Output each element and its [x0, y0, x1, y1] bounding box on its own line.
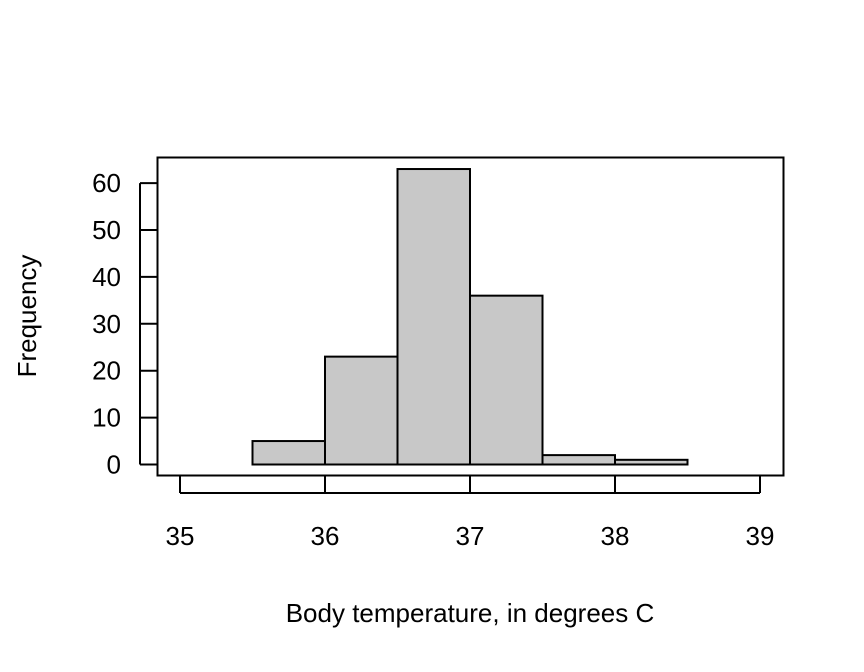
x-axis-label: Body temperature, in degrees C [286, 598, 655, 628]
x-tick-label: 35 [166, 521, 195, 551]
x-tick-label: 36 [311, 521, 340, 551]
x-tick-label: 37 [456, 521, 485, 551]
histogram-bar [396, 168, 471, 466]
bars-group [251, 168, 689, 466]
histogram-bar [251, 440, 326, 466]
x-tick-label: 39 [746, 521, 775, 551]
histogram-bar [469, 294, 544, 466]
y-tick-label: 20 [92, 356, 121, 386]
y-tick-label: 0 [107, 450, 121, 480]
histogram-bar [324, 355, 399, 466]
x-tick-label: 38 [601, 521, 630, 551]
y-tick-label: 50 [92, 215, 121, 245]
y-tick-label: 40 [92, 262, 121, 292]
plot-box [156, 156, 785, 477]
histogram-bar [614, 458, 689, 466]
y-tick-label: 60 [92, 168, 121, 198]
y-tick-label: 30 [92, 309, 121, 339]
y-axis-label: Frequency [12, 255, 42, 378]
y-tick-label: 10 [92, 403, 121, 433]
y-axis: 0 10 20 30 40 50 60 [92, 168, 157, 480]
histogram-bar [541, 454, 616, 466]
x-axis: 35 36 37 38 39 [166, 476, 775, 551]
